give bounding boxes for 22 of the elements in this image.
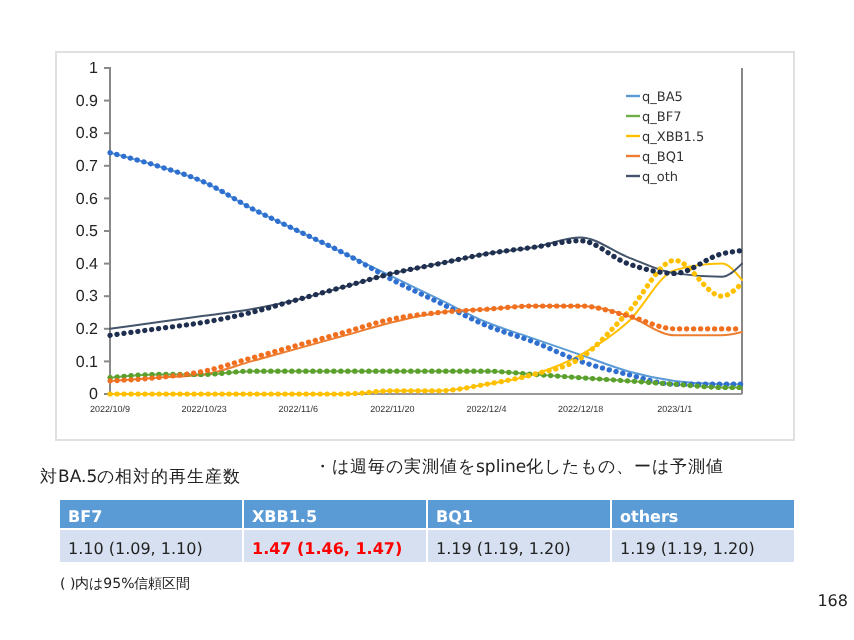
text: BQ1: [436, 508, 474, 526]
text: 168: [817, 592, 848, 610]
y-tick-label: 0: [89, 385, 100, 404]
text: 1.19 (1.19, 1.20): [620, 540, 755, 558]
y-tick-label: 1: [89, 59, 100, 78]
text: 1.10 (1.09, 1.10): [68, 540, 203, 558]
y-tick-label: 0.1: [75, 352, 100, 371]
text: BF7: [68, 508, 103, 526]
y-tick-label: 0.6: [75, 189, 100, 208]
text: 1.47 (1.46, 1.47): [252, 540, 403, 558]
y-tick-label: 0.5: [75, 222, 100, 241]
y-tick-label: 0.8: [75, 124, 100, 143]
y-tick-label: 0.9: [75, 91, 100, 110]
text: XBB1.5: [252, 508, 318, 526]
text: 1.19 (1.19, 1.20): [436, 540, 571, 558]
y-tick-label: 0.7: [75, 156, 100, 175]
y-tick-label: 0.3: [75, 287, 100, 306]
text: ・は週毎の実測値をspline化したもの、ーは予測値: [314, 456, 725, 478]
y-tick-label: 0.2: [75, 319, 100, 338]
text: others: [620, 508, 679, 526]
text: 対BA.5の相対的再生産数: [40, 466, 242, 488]
y-tick-label: 0.4: [75, 254, 100, 273]
